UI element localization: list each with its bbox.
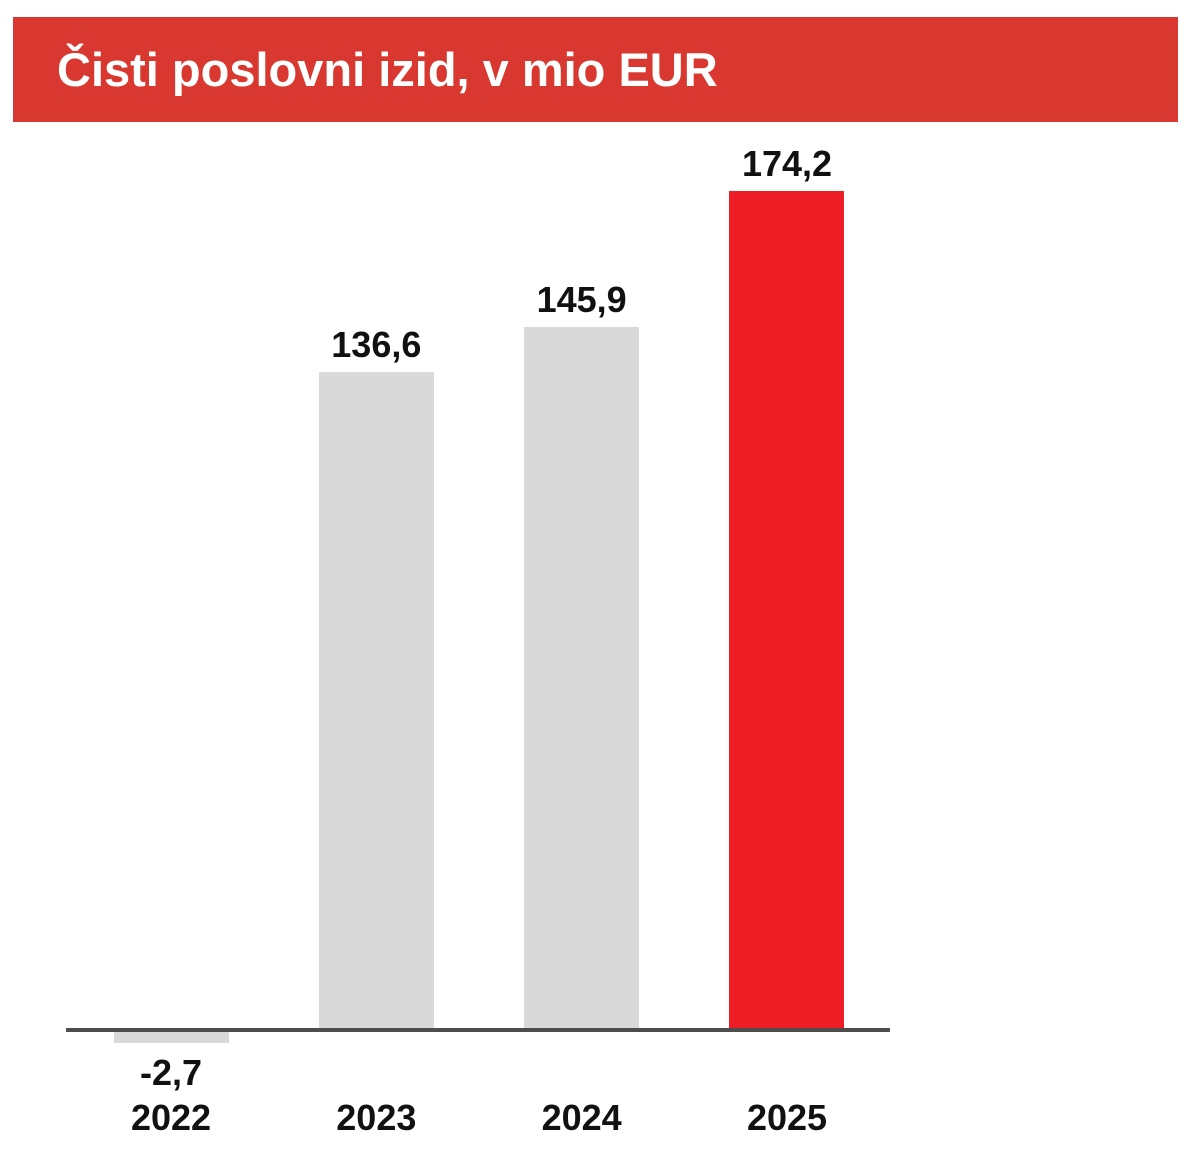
x-axis-line (66, 1028, 890, 1032)
category-label-2023: 2023 (336, 1097, 417, 1138)
value-label-2023: 136,6 (331, 324, 422, 366)
bar-2022 (113, 1030, 229, 1043)
category-label-2022: 2022 (130, 1097, 212, 1138)
category-label-2025: 2025 (746, 1097, 828, 1138)
value-label-2022: -2,7 (139, 1052, 203, 1093)
value-label-2024: 145,9 (536, 279, 627, 321)
chart-title: Čisti poslovni izid, v mio EUR (57, 43, 718, 96)
title-banner: Čisti poslovni izid, v mio EUR (13, 17, 1178, 122)
bar-2024 (524, 327, 640, 1030)
bar-2023 (318, 372, 434, 1030)
value-label-2025: 174,2 (741, 143, 833, 185)
bar-2025 (729, 191, 845, 1030)
category-label-2024: 2024 (541, 1097, 622, 1138)
